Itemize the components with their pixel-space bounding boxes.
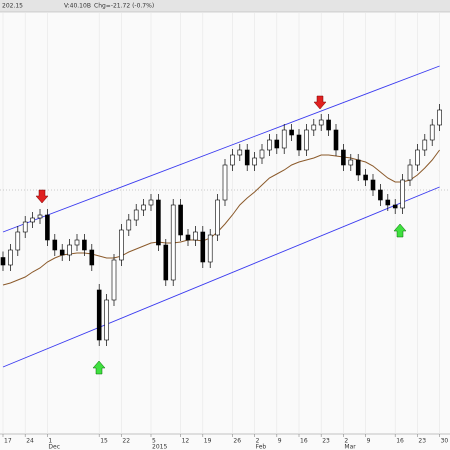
x-tick-label: 30 <box>441 438 449 445</box>
candle-body <box>133 209 139 221</box>
candle-body <box>30 217 35 223</box>
x-tick-label: 15 <box>100 438 108 445</box>
moving-average <box>2 149 441 286</box>
candle-body <box>163 244 169 281</box>
header-volume: V:40.10B <box>64 3 91 10</box>
candle-body <box>355 159 361 176</box>
candle-body <box>252 157 257 166</box>
sell-arrow <box>35 189 49 204</box>
candle-body <box>59 249 65 256</box>
x-tick-label: 23 <box>418 438 426 445</box>
x-period-label: Dec <box>48 444 60 450</box>
x-tick-label: 17 <box>4 438 12 445</box>
candle-body <box>237 149 243 156</box>
candle-body <box>326 119 331 131</box>
candle-body <box>178 204 183 236</box>
x-tick-label: 19 <box>204 438 212 445</box>
x-tick-label: 9 <box>278 438 282 445</box>
channel-line <box>2 65 440 233</box>
candle-body <box>259 149 265 159</box>
candle-body <box>52 239 58 251</box>
buy-arrow <box>92 360 106 375</box>
x-tick-label: 1 <box>48 438 52 445</box>
candle-body <box>385 199 391 206</box>
candle-body <box>222 164 228 201</box>
candle-body <box>45 214 50 241</box>
x-tick-label: 24 <box>26 438 34 445</box>
candle-body <box>74 239 80 246</box>
candle-body <box>422 139 428 151</box>
candle-body <box>341 149 346 166</box>
x-period-label: Mar <box>344 444 356 450</box>
candle-body <box>400 179 405 209</box>
candle-body <box>148 199 154 206</box>
candle-body <box>267 139 272 151</box>
x-tick-label: 16 <box>396 438 404 445</box>
candle-body <box>96 289 102 341</box>
x-tick-label: 26 <box>233 438 241 445</box>
candle-body <box>363 174 368 181</box>
x-period-label: 2015 <box>152 444 167 450</box>
candle-body <box>22 221 28 233</box>
candle-body <box>392 204 398 209</box>
candle-body <box>67 244 72 256</box>
candle-body <box>200 231 206 263</box>
candle-body <box>37 214 43 219</box>
candle-body <box>304 129 309 151</box>
candle-body <box>156 199 161 246</box>
x-tick-label: 9 <box>367 438 371 445</box>
candle-body <box>207 234 213 263</box>
header-bar <box>0 0 450 12</box>
x-tick-label: 2 <box>344 438 348 445</box>
candle-body <box>318 119 324 126</box>
candle-body <box>104 299 109 341</box>
candle-body <box>407 164 413 181</box>
candle-body <box>0 257 6 266</box>
candle-body <box>185 234 191 241</box>
candle-body <box>274 139 280 149</box>
channel-line <box>2 186 440 368</box>
candle-body <box>8 249 13 266</box>
candle-body <box>111 259 117 301</box>
candle-body <box>82 239 87 251</box>
candle-body <box>170 204 176 281</box>
candle-body <box>15 231 21 251</box>
candle-body <box>126 219 132 231</box>
candle-body <box>437 109 442 126</box>
candle-body <box>119 229 124 261</box>
header-close: 202.15 <box>2 3 23 10</box>
candle-body <box>244 149 250 166</box>
x-period-label: Feb <box>256 444 267 450</box>
candle-body <box>296 134 302 151</box>
x-tick-label: 23 <box>322 438 330 445</box>
sell-arrow <box>313 95 327 110</box>
candle-body <box>230 154 235 166</box>
candle-body <box>429 124 435 141</box>
candle-body <box>348 159 354 166</box>
x-tick-label: 5 <box>152 438 156 445</box>
candle-body <box>370 179 376 191</box>
candle-body <box>415 149 420 166</box>
header-change: Chg=-21.72 (-0.7%) <box>94 3 154 10</box>
x-tick-label: 12 <box>182 438 190 445</box>
candle-body <box>193 231 198 241</box>
candle-body <box>289 129 294 136</box>
candle-body <box>378 189 383 201</box>
candle-body <box>281 129 287 149</box>
candle-body <box>333 129 339 151</box>
x-tick-label: 2 <box>256 438 260 445</box>
buy-arrow <box>393 223 407 238</box>
candle-body <box>141 204 146 211</box>
x-tick-label: 22 <box>122 438 130 445</box>
x-tick-label: 16 <box>300 438 308 445</box>
candle-body <box>215 199 220 236</box>
candle-body <box>311 124 317 131</box>
candle-body <box>89 249 95 266</box>
